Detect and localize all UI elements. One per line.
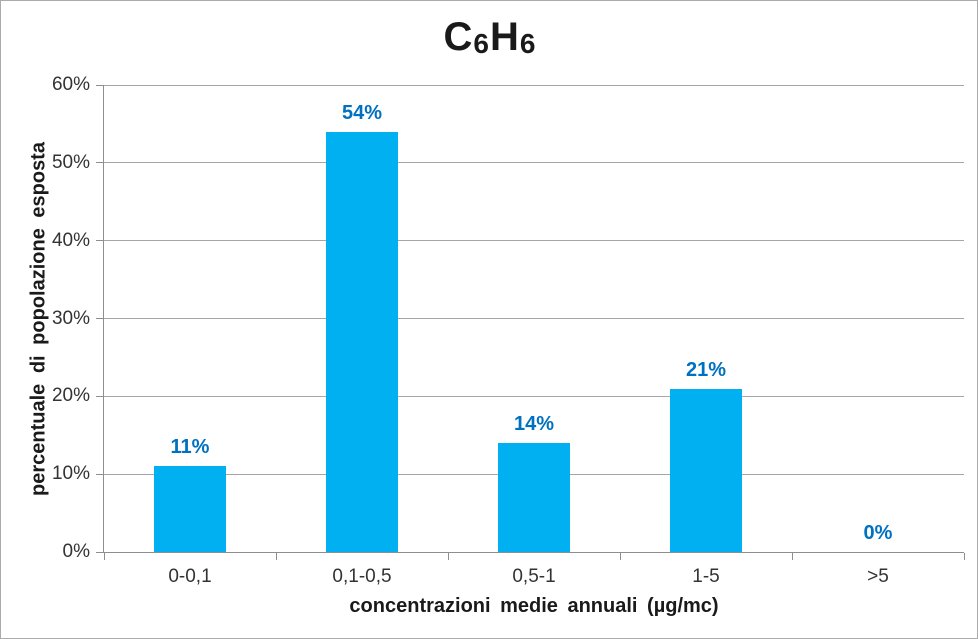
- x-axis-title: concentrazioni medie annuali (µg/mc): [349, 595, 719, 617]
- bar: [670, 388, 742, 552]
- gridline: [104, 240, 964, 242]
- x-tick-mark: [103, 553, 105, 560]
- x-tick-label: 1-5: [692, 566, 720, 587]
- x-tick-label: 0,5-1: [512, 566, 556, 587]
- title-char: C: [443, 15, 474, 59]
- bar-value-label: 11%: [170, 436, 210, 459]
- x-tick-label: >5: [867, 566, 889, 587]
- bar: [498, 443, 570, 552]
- y-tick-label: 50%: [51, 151, 90, 173]
- gridline: [104, 395, 964, 397]
- y-tick-label: 60%: [51, 74, 90, 95]
- bar-value-label: 14%: [513, 413, 555, 436]
- y-axis-line: [103, 85, 104, 553]
- y-tick-mark: [96, 473, 103, 475]
- y-tick-label: 40%: [51, 229, 90, 251]
- x-tick-mark: [791, 553, 793, 560]
- chart-title: C6H6: [1, 13, 977, 65]
- gridline: [104, 84, 964, 86]
- gridline: [104, 162, 964, 164]
- x-tick-label: 0-0,1: [168, 566, 212, 587]
- x-axis-line: [103, 552, 964, 553]
- y-tick-label: 0%: [62, 541, 90, 562]
- plot-area: 0% 10% 20% 30% 40% 50% 60% 11% 0-0,1 54% 0,1-0,5 14…: [52, 74, 965, 587]
- x-tick-mark: [963, 553, 965, 560]
- bar-value-label: 0%: [863, 522, 893, 544]
- y-tick-mark: [96, 318, 103, 319]
- bar: [326, 131, 398, 552]
- y-tick-mark: [96, 240, 103, 242]
- title-char: H: [490, 15, 520, 59]
- x-tick-mark: [619, 553, 621, 560]
- y-tick-mark: [96, 395, 103, 397]
- bar-value-label: 54%: [341, 101, 383, 124]
- y-tick-label: 30%: [51, 307, 90, 329]
- title-subscript: 6: [519, 28, 537, 59]
- y-tick-label: 10%: [51, 463, 90, 485]
- bar-value-label: 21%: [685, 358, 727, 381]
- x-tick-mark: [447, 553, 449, 560]
- x-tick-mark: [275, 553, 277, 560]
- y-tick-mark: [96, 162, 103, 164]
- bar: [154, 466, 226, 552]
- gridline: [104, 318, 964, 319]
- y-tick-mark: [96, 551, 103, 553]
- title-subscript: 6: [473, 28, 490, 59]
- x-tick-label: 0,1-0,5: [332, 566, 392, 587]
- y-tick-mark: [96, 84, 103, 86]
- y-tick-label: 20%: [51, 385, 90, 407]
